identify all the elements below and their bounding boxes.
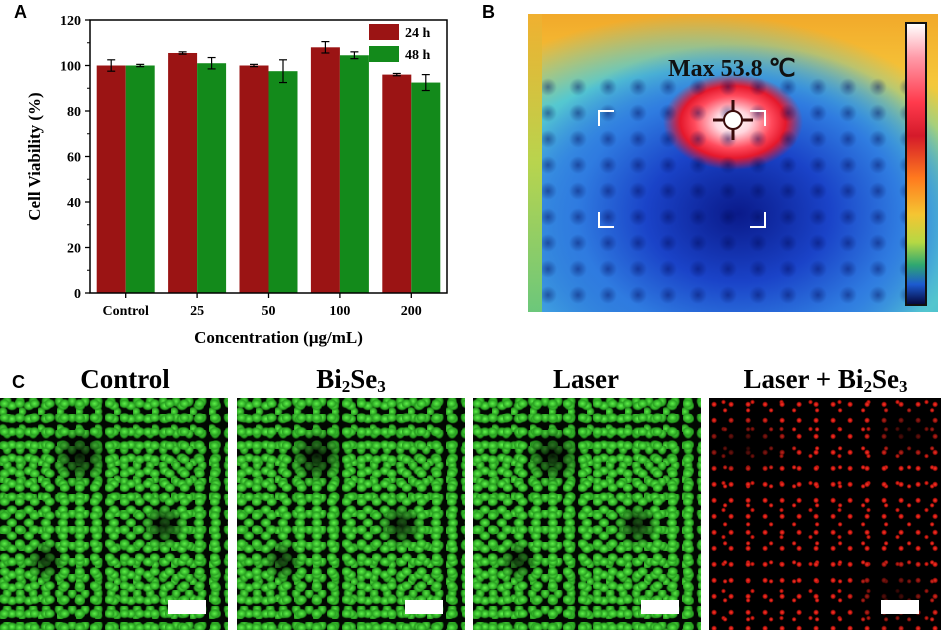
x-tick-label: Control (102, 304, 149, 319)
scale-bar (168, 600, 206, 614)
bar-24h-200 (382, 74, 412, 293)
bar-48h-200 (411, 82, 441, 293)
panel-label-b: B (482, 2, 495, 22)
thermal-edge (528, 14, 542, 312)
max-temperature-label: Max 53.8 ℃ (668, 56, 796, 82)
micrograph-shading (237, 398, 465, 630)
bar-48h-100 (339, 55, 369, 294)
x-axis-label: Concentration (μg/mL) (194, 328, 363, 347)
scale-bar (881, 600, 919, 614)
viability-bar-chart: Control 25 50 100 200 0 20 40 60 80 100 120 Concentr… (25, 14, 448, 347)
roi-corner-bottom-left (598, 212, 614, 228)
scale-bar (405, 600, 443, 614)
bar-48h-25 (197, 63, 227, 293)
micrograph-bi2se3 (237, 398, 465, 630)
bar-48h-Control (125, 65, 155, 293)
roi-corner-bottom-right (750, 212, 766, 228)
crosshair-icon (713, 100, 753, 140)
micrograph-laser-bi2se3 (709, 398, 941, 630)
x-tick-label: 100 (329, 304, 350, 319)
y-tick-label: 20 (67, 242, 81, 257)
micrograph-title-laser-bi2se3: Laser + Bi2Se3 (743, 364, 908, 396)
temperature-colorbar (905, 22, 927, 306)
bar-24h-Control (96, 65, 126, 293)
micrograph-title-bi2se3: Bi2Se3 (316, 364, 386, 396)
roi-corner-top-left (598, 110, 614, 126)
scale-bar (641, 600, 679, 614)
legend-label-24h: 24 h (405, 26, 431, 41)
legend-swatch-24h (369, 24, 399, 40)
micrograph-shading (473, 398, 701, 630)
x-tick-label: 200 (401, 304, 422, 319)
thermal-image: Max 53.8 ℃ (528, 14, 938, 312)
y-axis-label: Cell Viability (%) (25, 92, 44, 220)
thermal-well-pattern (533, 74, 913, 312)
y-tick-label: 120 (60, 14, 81, 29)
roi-corner-top-right (750, 110, 766, 126)
y-tick-label: 60 (67, 151, 81, 166)
x-tick-label: 50 (262, 304, 276, 319)
bar-24h-100 (310, 47, 340, 293)
micrograph-control (0, 398, 228, 630)
panel-label-c: C (12, 372, 25, 392)
legend-swatch-48h (369, 46, 399, 62)
micrograph-title-laser: Laser (553, 364, 619, 394)
x-tick-label: 25 (190, 304, 204, 319)
bar-24h-25 (168, 52, 198, 293)
thermal-background (528, 14, 938, 312)
bar-24h-50 (239, 65, 269, 293)
micrograph-title-control: Control (80, 364, 170, 394)
y-tick-label: 40 (67, 196, 81, 211)
y-tick-label: 100 (60, 60, 81, 75)
legend-label-48h: 48 h (405, 48, 431, 63)
micrograph-shading (709, 398, 941, 630)
y-tick-label: 80 (67, 105, 81, 120)
micrograph-shading (0, 398, 228, 630)
y-tick-label: 0 (74, 287, 81, 302)
micrograph-laser (473, 398, 701, 630)
panel-label-a: A (14, 2, 27, 22)
bar-48h-50 (268, 71, 298, 293)
